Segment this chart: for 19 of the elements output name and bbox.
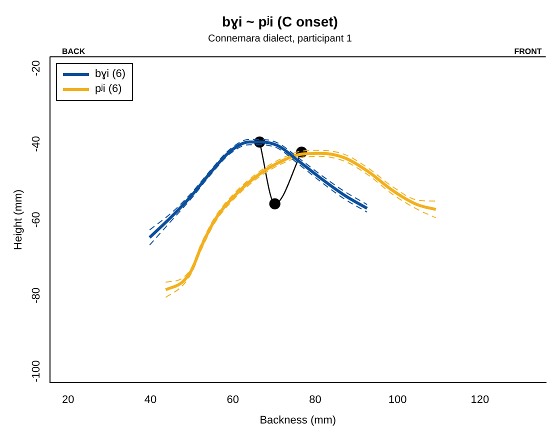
y-tick-label: -40 [30,136,43,152]
y-tick-label: -100 [30,360,43,382]
x-tick-label: 20 [62,394,74,406]
x-tick-label: 120 [470,394,490,406]
chart-subtitle: Connemara dialect, participant 1 [208,34,352,45]
y-tick-label: -80 [30,288,43,304]
x-tick-label: 60 [226,394,239,406]
y-axis-title: Height (mm) [12,189,25,250]
legend-label: pʲi (6) [95,82,122,97]
chart-title: bɣi ~ pʲi (C onset) [222,13,338,30]
x-tick-label: 80 [309,394,322,406]
x-tick-label: 100 [388,394,407,406]
x-tick-label: 40 [144,394,157,406]
y-tick-label: -60 [30,212,43,228]
x-axis-title: Backness (mm) [260,414,336,426]
legend-label: bɣi (6) [95,66,126,82]
text: FRONT [514,47,542,56]
text: BACK [62,47,86,56]
y-tick-label: -20 [30,60,43,76]
